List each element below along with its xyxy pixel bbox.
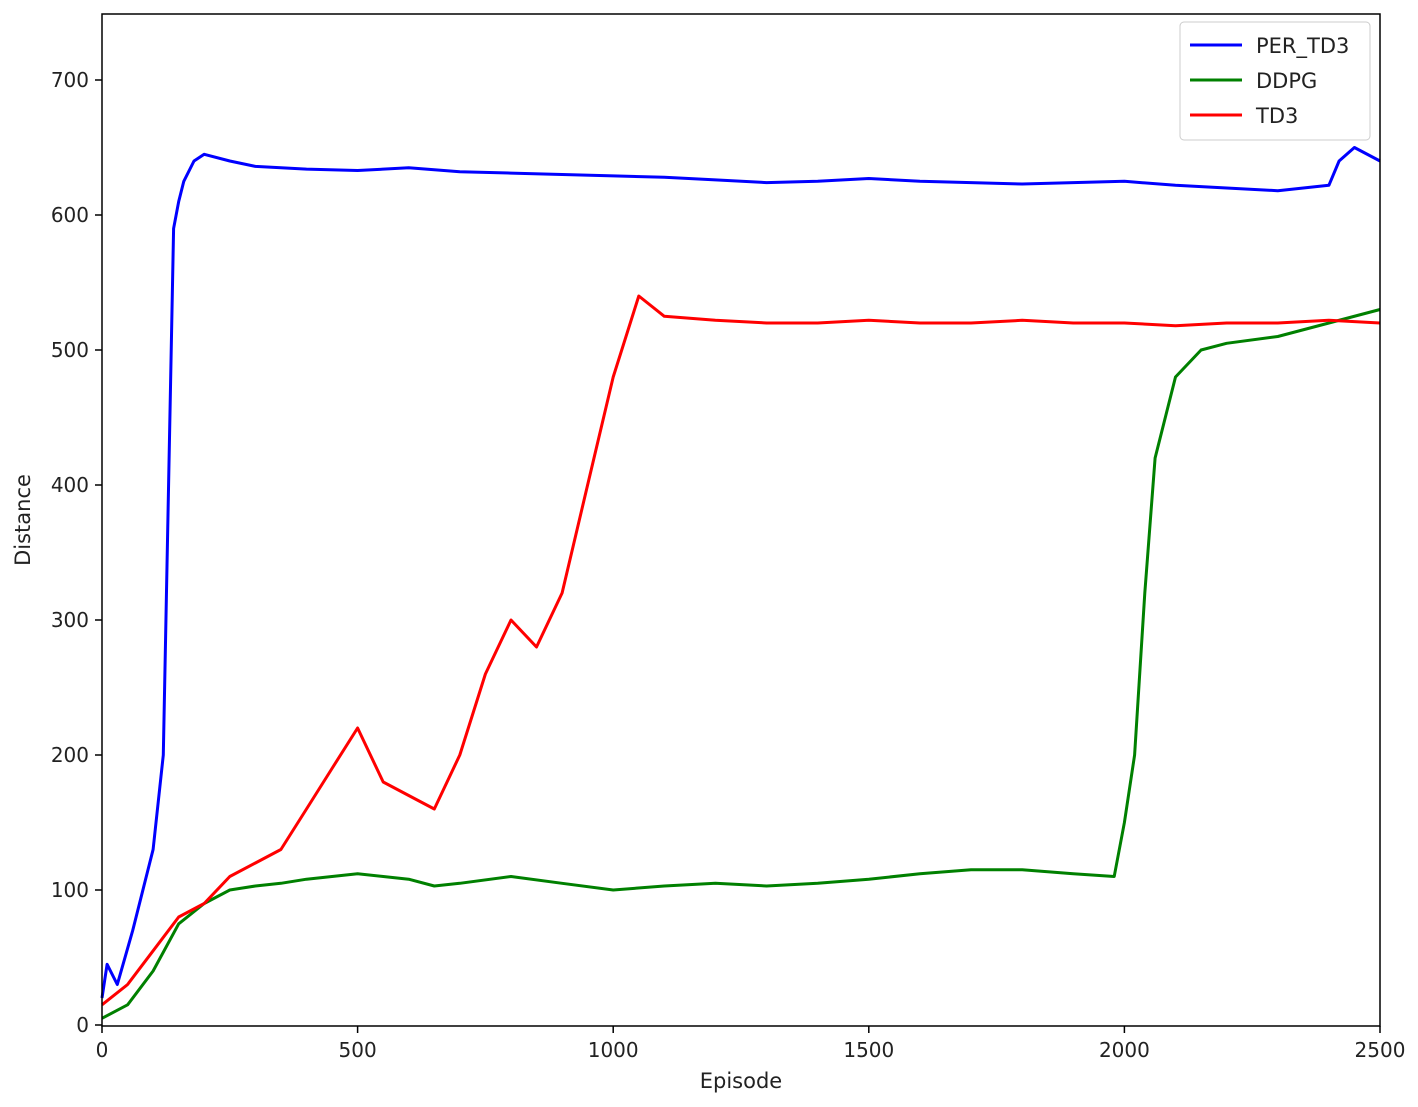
x-tick-label: 1000 (588, 1038, 639, 1062)
y-axis-title: Distance (11, 474, 35, 566)
x-tick-label: 1500 (843, 1038, 894, 1062)
legend-label: TD3 (1255, 104, 1298, 128)
y-axis: 0 100 200 300 400 500 600 700 (51, 68, 102, 1037)
x-axis-title: Episode (700, 1069, 782, 1093)
y-tick-label: 500 (51, 338, 89, 362)
series-line-td3 (101, 294, 1381, 1006)
legend: PER_TD3 DDPG TD3 (1179, 21, 1371, 141)
y-tick-label: 200 (51, 743, 89, 767)
x-tick-label: 500 (339, 1038, 377, 1062)
x-tick-label: 2000 (1099, 1038, 1150, 1062)
legend-label: PER_TD3 (1256, 34, 1349, 59)
x-tick-label: 2500 (1355, 1038, 1406, 1062)
y-tick-label: 400 (51, 473, 89, 497)
plot-frame (101, 13, 1381, 1027)
legend-label: DDPG (1256, 69, 1317, 93)
y-tick-label: 700 (51, 68, 89, 92)
y-tick-label: 0 (76, 1013, 89, 1037)
series-line-per-td3 (100, 146, 1381, 999)
legend-box (1179, 21, 1371, 141)
plot-background (102, 14, 1380, 1026)
x-tick-label: 0 (96, 1038, 109, 1062)
x-axis: 0 500 1000 1500 2000 2500 (96, 1026, 1406, 1062)
y-tick-label: 600 (51, 203, 89, 227)
y-tick-label: 300 (51, 608, 89, 632)
y-tick-label: 100 (51, 878, 89, 902)
series-layer (100, 146, 1381, 1020)
series-line-ddpg (101, 308, 1381, 1020)
